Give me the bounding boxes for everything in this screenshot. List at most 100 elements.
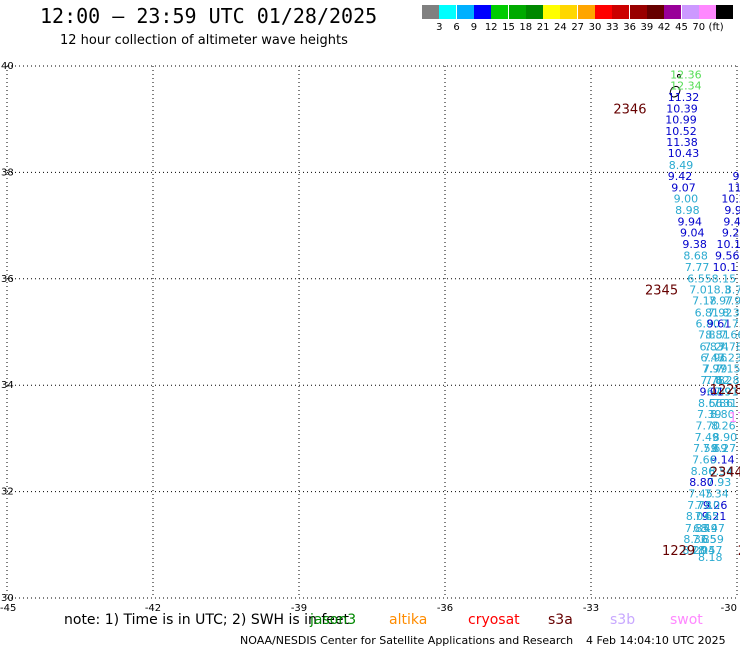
wave-height-value: 7.23 [717, 352, 740, 365]
wave-height-value: 7.92 [708, 306, 733, 319]
chart-title: 12:00 – 23:59 UTC 01/28/2025 [40, 4, 378, 28]
chart-subtitle: 12 hour collection of altimeter wave hei… [60, 33, 348, 48]
legend-swatch [560, 5, 578, 19]
wave-height-value: 7.24 [704, 340, 729, 353]
wave-height-value: 11 [728, 181, 740, 194]
wave-height-value: 8.68 [683, 249, 708, 262]
wave-height-value: 6.83 [699, 340, 724, 353]
legend-label: 36 [623, 22, 636, 33]
wave-height-value: 6.55 [687, 272, 712, 285]
wave-height-value: 9.56 [715, 249, 740, 262]
y-tick-label: 30 [1, 593, 14, 604]
wave-height-value: 12.34 [670, 80, 702, 93]
satellite-name: jason3 [310, 612, 357, 628]
pass-time-label: 2345 [645, 283, 678, 298]
wave-height-value: 7.49 [695, 431, 720, 444]
wave-height-value: 7.18 [692, 295, 717, 308]
wave-height-value: 9.94 [678, 215, 703, 228]
legend-swatch [716, 5, 734, 19]
wave-height-value: 9.42 [668, 170, 693, 183]
wave-height-value: 7.65 [695, 510, 720, 523]
legend-label: 27 [571, 22, 585, 33]
wave-height-value: 6.09 [707, 386, 732, 399]
wave-height-value: 8.36 [683, 533, 708, 546]
wave-height-value: 9.61 [707, 317, 732, 330]
wave-height-value: 7.97 [709, 295, 734, 308]
wave-height-value: 10.1 [713, 261, 738, 274]
wave-height-value: 6.81 [695, 306, 720, 319]
wave-height-value: 8.57 [698, 544, 723, 557]
wave-height-value: 9.00 [674, 192, 699, 205]
x-tick-label: -30 [721, 603, 737, 614]
wave-height-value: 11.32 [668, 91, 700, 104]
legend-label: 6 [453, 22, 460, 33]
island-outline [677, 74, 681, 78]
wave-height-value: 8.27 [712, 442, 737, 455]
legend-swatch [508, 5, 526, 19]
wave-height-value: 8.86 [691, 465, 716, 478]
x-tick-label: -42 [145, 603, 161, 614]
wave-height-value: 8.3 [714, 283, 732, 296]
legend-swatch [439, 5, 457, 19]
wave-height-value: 7.78 [687, 499, 712, 512]
legend-swatch [456, 5, 474, 19]
island-outline [669, 85, 681, 98]
pass-time-label: 1229 [662, 544, 695, 559]
wave-height-value: 7.78 [718, 340, 740, 353]
wave-height-value: 7.77 [685, 261, 710, 274]
wave-height-value: 8.15 [712, 272, 737, 285]
satellite-name: swot [670, 612, 703, 628]
wave-height-value: 7.59 [693, 442, 718, 455]
y-tick-label: 36 [1, 274, 14, 285]
wave-height-value: 7.66 [720, 329, 740, 342]
wave-height-value: 8.31 [705, 329, 730, 342]
wave-height-value: 10.39 [666, 103, 698, 116]
y-tick-label: 38 [1, 167, 14, 178]
wave-height-value: 10.1 [716, 238, 740, 251]
legend-label: 15 [502, 22, 515, 33]
wave-height-value: 7.45 [688, 488, 713, 501]
y-tick-label: 34 [1, 380, 14, 391]
legend-label: 30 [588, 22, 602, 33]
wave-height-value: 7.66 [692, 454, 717, 467]
wave-height-value: 8.28 [715, 374, 740, 387]
wave-height-value: 9.07 [671, 181, 696, 194]
wave-height-value: 7.91 [714, 386, 739, 399]
wave-height-value: 12.36 [670, 69, 702, 82]
legend-swatch [543, 5, 561, 19]
wave-height-value: 11.38 [666, 136, 698, 149]
wave-height-value: 7.79 [703, 363, 728, 376]
x-tick-label: -45 [0, 603, 16, 614]
legend-swatch [698, 5, 716, 19]
legend-swatch [595, 5, 612, 19]
x-tick-label: -36 [437, 603, 453, 614]
wave-height-value: 10.2 [721, 192, 740, 205]
wave-height-value: 9.38 [682, 238, 707, 251]
satellite-name: altika [389, 612, 428, 628]
legend-label: (ft) [708, 22, 724, 33]
legend-label: 24 [554, 22, 567, 33]
wave-height-value: 7.10 [696, 499, 721, 512]
legend-swatch [612, 5, 630, 19]
wave-height-value: 7.94 [691, 544, 716, 557]
legend-swatch [629, 5, 647, 19]
wave-height-value: 7.97 [702, 363, 727, 376]
wave-height-value: 7.59 [699, 533, 724, 546]
wave-height-value: 8.26 [711, 420, 736, 433]
legend-swatch [491, 5, 509, 19]
legend-swatch [664, 5, 682, 19]
wave-height-value: 7.39 [697, 408, 722, 421]
wave-height-value: 7.78 [700, 374, 725, 387]
legend-label: 39 [640, 22, 654, 33]
legend-swatch [681, 5, 699, 19]
legend-label: 42 [657, 22, 671, 33]
satellite-name: s3b [610, 612, 636, 628]
legend-label: 33 [605, 22, 619, 33]
wave-height-value: 8.80 [689, 476, 714, 489]
wave-height-value: 7.70 [696, 420, 721, 433]
y-tick-label: 32 [1, 487, 14, 498]
wave-height-value: 7.01 [689, 283, 714, 296]
wave-height-value: 9.04 [680, 227, 705, 240]
wave-height-value: 8.49 [669, 159, 694, 172]
legend-swatch [525, 5, 543, 19]
